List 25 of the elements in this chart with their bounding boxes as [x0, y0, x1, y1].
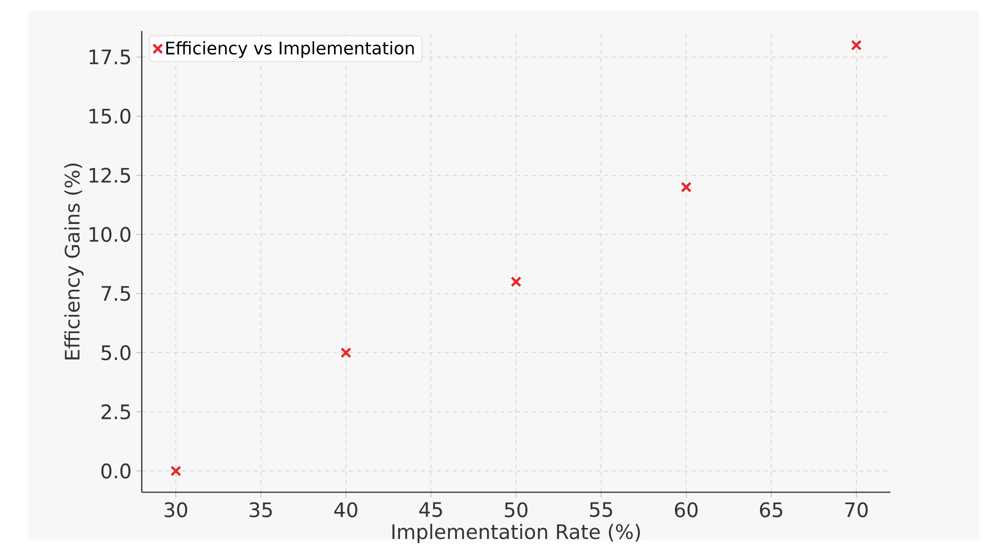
x-tick-label: 30: [164, 502, 188, 518]
y-tick-label: 15.0: [90, 108, 130, 124]
x-tick-label: 70: [845, 502, 868, 518]
y-tick-label: 0.0: [101, 464, 130, 479]
point: [170, 466, 182, 477]
x-tick-label: 65: [760, 502, 782, 518]
point: [850, 40, 862, 51]
y-tick-label: 17.5: [90, 50, 130, 65]
x-tick-label: 40: [334, 502, 358, 518]
y-tick-label: 10.0: [90, 227, 130, 242]
x-tick-label: 45: [419, 502, 442, 518]
x-tick-label: 60: [674, 502, 698, 518]
y-tick-label: 12.5: [90, 168, 130, 184]
legend-label: Efficiency vs Implementation: [166, 41, 414, 58]
y-tick-label: 7.5: [102, 286, 130, 302]
y-tick-label: 2.5: [102, 404, 130, 420]
x-tick-label: 35: [250, 502, 272, 518]
y-tick-label: 5.0: [102, 345, 130, 360]
point: [340, 348, 352, 358]
y-axis-title: Efficiency Gains (%): [64, 164, 84, 360]
point: [510, 276, 522, 288]
x-tick-label: 55: [590, 502, 612, 518]
x-axis-title: Implementation Rate (%): [392, 524, 640, 544]
point: [680, 182, 692, 193]
x-tick-label: 50: [504, 502, 528, 518]
